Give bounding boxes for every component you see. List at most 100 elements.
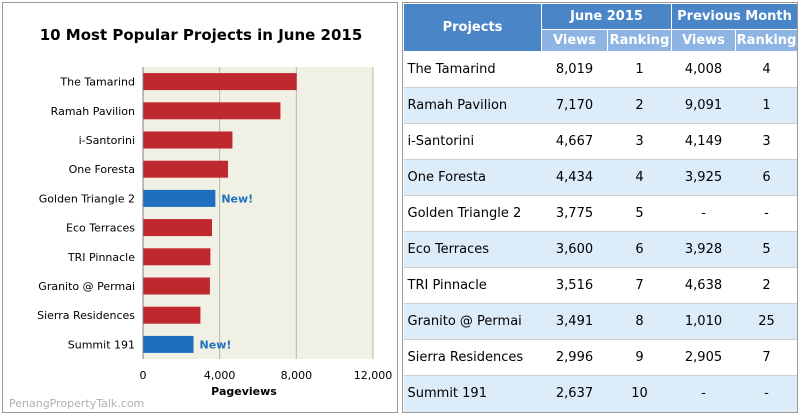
prev-ranking-cell: 4 xyxy=(735,51,797,88)
table-row: Summit 191 2,637 10- - xyxy=(403,375,797,412)
header-projects: Projects xyxy=(403,3,542,52)
y-category-label: Ramah Pavilion xyxy=(51,105,135,118)
prev-ranking-cell: 2 xyxy=(735,267,797,304)
june-ranking-cell: 6 xyxy=(607,231,672,268)
table-row: i-Santorini 4,667 3 4,149 3 xyxy=(403,123,797,160)
ranking-table-panel: Projects June 2015 Previous Month Views … xyxy=(402,2,798,413)
june-views-cell: 3,516 xyxy=(541,267,608,304)
june-ranking-cell: 2 xyxy=(607,87,672,124)
y-category-label: TRI Pinnacle xyxy=(67,251,135,264)
june-views-cell: 2,637 xyxy=(541,375,608,412)
prev-ranking-cell: 5 xyxy=(735,231,797,268)
june-ranking-cell: 3 xyxy=(607,123,672,160)
x-tick-label: 0 xyxy=(140,369,147,382)
watermark: PenangPropertyTalk.com xyxy=(9,397,144,410)
project-name-cell: Eco Terraces xyxy=(403,231,542,268)
bar-sierra-residences xyxy=(143,306,201,324)
subheader-june-views: Views xyxy=(541,29,608,52)
june-views-cell: 4,434 xyxy=(541,159,608,196)
table-body: The Tamarind 8,019 1 4,008 4 Ramah Pavilion 7,… xyxy=(403,51,797,412)
project-name-cell: Ramah Pavilion xyxy=(403,87,542,124)
prev-ranking-cell: 25 xyxy=(735,303,797,340)
prev-views-cell: - xyxy=(671,195,736,232)
prev-ranking-cell: 6 xyxy=(735,159,797,196)
subheader-june-ranking: Ranking xyxy=(607,29,672,52)
chart-title: 10 Most Popular Projects in June 2015 xyxy=(40,26,363,44)
prev-views-cell: 4,638 xyxy=(671,267,736,304)
y-category-label: Golden Triangle 2 xyxy=(39,192,135,205)
bar-golden-triangle-2 xyxy=(143,189,216,207)
y-category-label: Summit 191 xyxy=(68,338,135,351)
project-name-cell: i-Santorini xyxy=(403,123,542,160)
x-tick-label: 12,000 xyxy=(354,369,393,382)
june-views-cell: 3,491 xyxy=(541,303,608,340)
project-name-cell: One Foresta xyxy=(403,159,542,196)
prev-views-cell: 2,905 xyxy=(671,339,736,376)
prev-views-cell: - xyxy=(671,375,736,412)
table-row: Golden Triangle 2 3,775 5- - xyxy=(403,195,797,232)
prev-views-cell: 3,925 xyxy=(671,159,736,196)
new-label: New! xyxy=(221,192,253,205)
table-row: TRI Pinnacle 3,516 7 4,638 2 xyxy=(403,267,797,304)
prev-ranking-cell: 7 xyxy=(735,339,797,376)
june-views-cell: 8,019 xyxy=(541,51,608,88)
june-ranking-cell: 1 xyxy=(607,51,672,88)
project-name-cell: Golden Triangle 2 xyxy=(403,195,542,232)
y-category-label: Granito @ Permai xyxy=(38,280,135,293)
table-row: The Tamarind 8,019 1 4,008 4 xyxy=(403,51,797,88)
june-ranking-cell: 10 xyxy=(607,375,672,412)
table-row: One Foresta 4,434 4 3,925 6 xyxy=(403,159,797,196)
prev-views-cell: 4,008 xyxy=(671,51,736,88)
bar-summit-191 xyxy=(143,335,194,353)
bar-chart: 10 Most Popular Projects in June 2015 0 4,… xyxy=(9,26,393,410)
bar-granito-permai xyxy=(143,277,210,295)
june-views-cell: 4,667 xyxy=(541,123,608,160)
y-category-label: One Foresta xyxy=(69,163,135,176)
prev-views-cell: 9,091 xyxy=(671,87,736,124)
table-row: Granito @ Permai 3,491 8 1,010 25 xyxy=(403,303,797,340)
prev-ranking-cell: - xyxy=(735,375,797,412)
subheader-prev-views: Views xyxy=(671,29,736,52)
header-june-2015: June 2015 xyxy=(541,3,672,30)
bar-the-tamarind xyxy=(143,73,297,91)
prev-ranking-cell: - xyxy=(735,195,797,232)
x-axis-label: Pageviews xyxy=(211,385,277,398)
project-name-cell: Summit 191 xyxy=(403,375,542,412)
prev-ranking-cell: 1 xyxy=(735,87,797,124)
x-tick-label: 4,000 xyxy=(204,369,236,382)
ranking-table: Projects June 2015 Previous Month Views … xyxy=(403,3,797,412)
table-row: Ramah Pavilion 7,170 2 9,091 1 xyxy=(403,87,797,124)
header-previous-month: Previous Month xyxy=(670,3,797,30)
june-views-cell: 3,775 xyxy=(541,195,608,232)
x-tick-label: 8,000 xyxy=(281,369,313,382)
table-row: Sierra Residences 2,996 9 2,905 7 xyxy=(403,339,797,376)
project-name-cell: Sierra Residences xyxy=(403,339,542,376)
bar-ramah-pavilion xyxy=(143,102,281,120)
new-label: New! xyxy=(200,338,232,351)
june-ranking-cell: 8 xyxy=(607,303,672,340)
june-views-cell: 7,170 xyxy=(541,87,608,124)
prev-views-cell: 1,010 xyxy=(671,303,736,340)
june-ranking-cell: 4 xyxy=(607,159,672,196)
bar-chart-panel: 10 Most Popular Projects in June 2015 0 4,… xyxy=(2,2,398,413)
bar-i-santorini xyxy=(143,131,233,149)
bar-one-foresta xyxy=(143,160,228,178)
project-name-cell: Granito @ Permai xyxy=(403,303,542,340)
y-category-label: The Tamarind xyxy=(59,76,135,89)
bar-tri-pinnacle xyxy=(143,248,211,266)
june-ranking-cell: 9 xyxy=(607,339,672,376)
bar-eco-terraces xyxy=(143,219,212,237)
y-category-label: Sierra Residences xyxy=(37,309,135,322)
subheader-prev-ranking: Ranking xyxy=(734,29,797,52)
june-ranking-cell: 7 xyxy=(607,267,672,304)
y-category-label: i-Santorini xyxy=(79,134,135,147)
prev-views-cell: 4,149 xyxy=(671,123,736,160)
table-row: Eco Terraces 3,600 6 3,928 5 xyxy=(403,231,797,268)
prev-ranking-cell: 3 xyxy=(735,123,797,160)
june-views-cell: 2,996 xyxy=(541,339,608,376)
project-name-cell: The Tamarind xyxy=(403,51,542,88)
june-views-cell: 3,600 xyxy=(541,231,608,268)
prev-views-cell: 3,928 xyxy=(671,231,736,268)
project-name-cell: TRI Pinnacle xyxy=(403,267,542,304)
june-ranking-cell: 5 xyxy=(607,195,672,232)
